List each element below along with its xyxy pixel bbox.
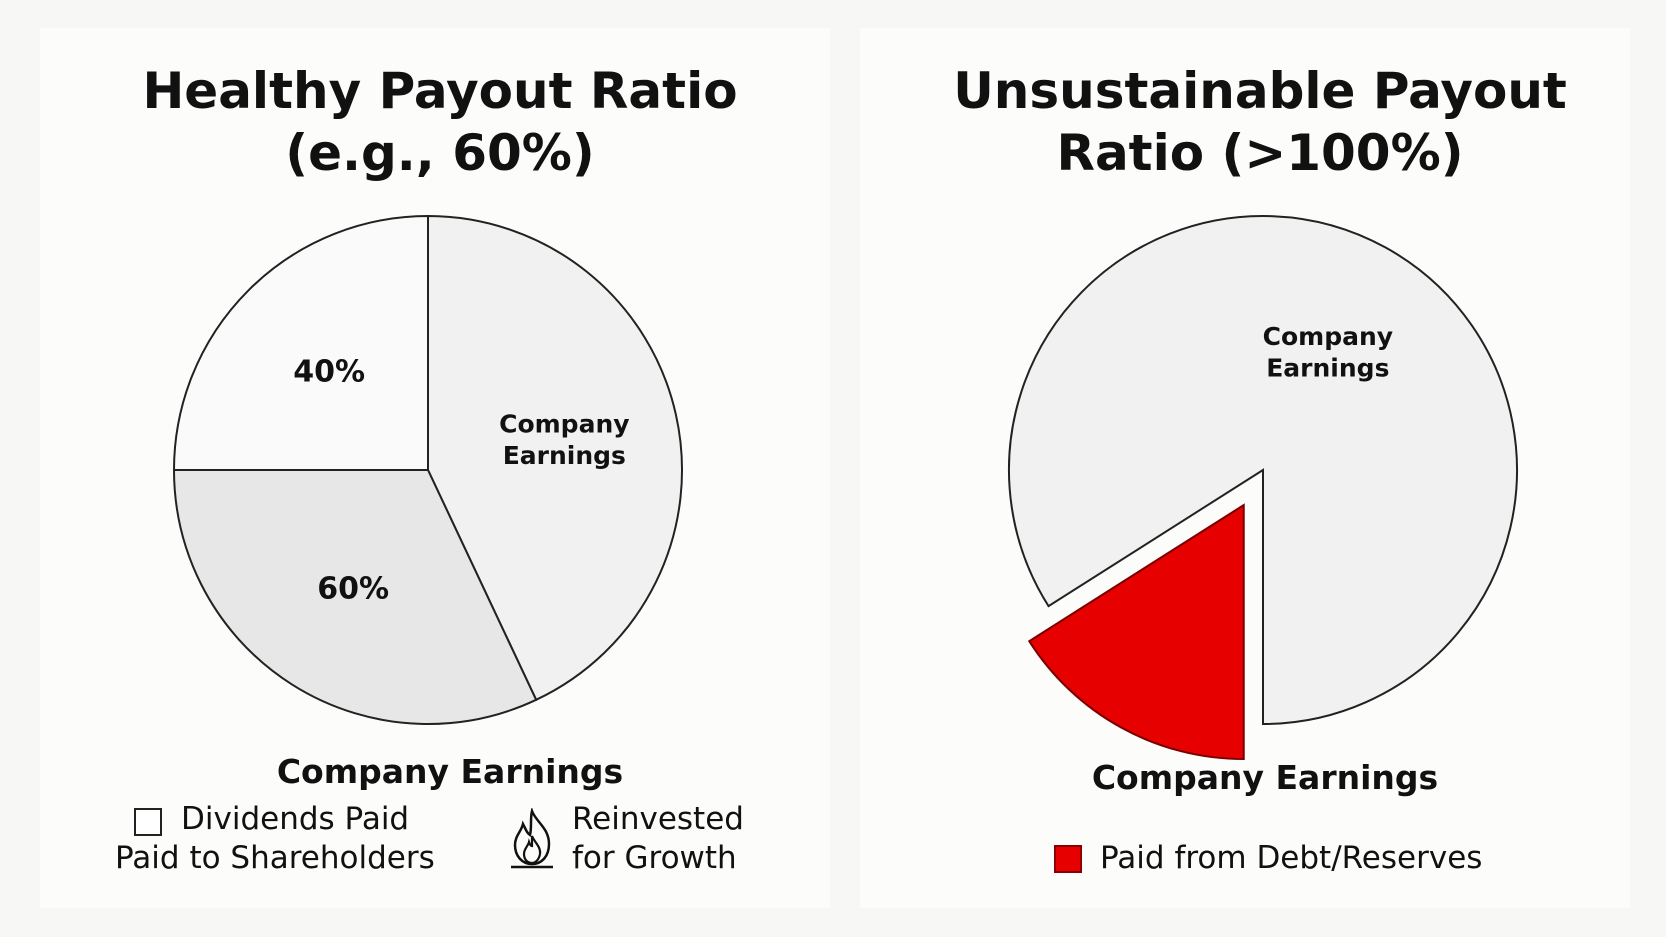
legend-item-dividends: Dividends Paid Paid to Shareholders (115, 801, 435, 876)
fire-icon (511, 808, 553, 869)
left-chart-title: Healthy Payout Ratio (e.g., 60%) (142, 62, 738, 182)
right-chart-title: Unsustainable Payout Ratio (>100%) (953, 62, 1567, 182)
right-chart-subtitle: Company Earnings (1091, 758, 1439, 797)
legend-item-reinvested: Reinvested for Growth (572, 801, 744, 876)
pie-slice (1027, 503, 1245, 761)
red-square-icon (1054, 845, 1082, 873)
checkbox-icon (134, 808, 162, 836)
pie-slice (172, 469, 538, 725)
pie-slice-label: 40% (293, 355, 365, 390)
legend-item-debt-reserves: Paid from Debt/Reserves (1100, 840, 1483, 876)
pie-slice-label: Company Earnings (1263, 322, 1393, 382)
left-chart-subtitle: Company Earnings (276, 752, 624, 791)
pie-slice-label: Company Earnings (499, 410, 629, 470)
pie-slice (427, 214, 683, 702)
pie-slice (172, 214, 429, 471)
pie-slice-label: 60% (317, 571, 389, 606)
pie-slice (1008, 215, 1518, 726)
